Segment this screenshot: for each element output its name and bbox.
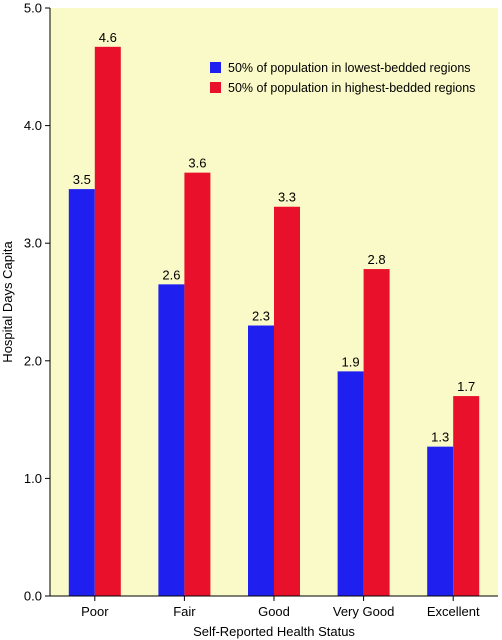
data-label: 2.8	[368, 252, 386, 267]
bar-highest-excellent	[453, 396, 480, 596]
bar-highest-poor	[94, 46, 121, 597]
x-tick-label: Very Good	[333, 604, 394, 619]
bar-lowest-good	[248, 325, 274, 596]
data-label: 2.3	[252, 309, 270, 324]
y-tick-label: 2.0	[24, 353, 42, 368]
x-tick-label: Excellent	[427, 604, 480, 619]
data-label: 1.3	[431, 430, 449, 445]
bar-highest-good	[274, 206, 300, 596]
y-tick-label: 1.0	[24, 471, 42, 486]
bar-highest-fair	[184, 172, 211, 596]
x-tick-label: Poor	[81, 604, 109, 619]
bar-lowest-poor	[68, 189, 95, 596]
data-label: 1.7	[457, 379, 475, 394]
x-tick-label: Good	[258, 604, 290, 619]
y-tick-label: 5.0	[24, 1, 42, 16]
data-label: 4.6	[99, 30, 117, 45]
x-axis-title: Self-Reported Health Status	[193, 624, 355, 639]
data-label: 1.9	[342, 354, 360, 369]
legend-swatch	[210, 62, 221, 73]
legend-label: 50% of population in lowest-bedded regio…	[228, 61, 471, 75]
bar-highest-very-good	[363, 269, 390, 596]
data-label: 3.6	[188, 156, 206, 171]
data-label: 2.6	[162, 267, 180, 282]
y-axis: 0.0 1.0 2.0 3.0 4.0 5.0	[24, 1, 51, 604]
bars-group	[68, 46, 480, 597]
y-axis-title: Hospital Days Capita	[0, 241, 15, 363]
y-tick-label: 4.0	[24, 118, 42, 133]
legend-swatch	[210, 82, 221, 93]
data-labels-group: 3.5 4.6 2.6 3.6 2.3 3.3 1.9 2.8 1.3 1.7	[73, 30, 475, 445]
y-tick-label: 0.0	[24, 589, 42, 604]
legend: 50% of population in lowest-bedded regio…	[210, 61, 475, 95]
bar-lowest-excellent	[427, 446, 454, 596]
bar-lowest-fair	[158, 284, 185, 596]
data-label: 3.5	[73, 172, 91, 187]
legend-label: 50% of population in highest-bedded regi…	[228, 81, 475, 95]
y-tick-label: 3.0	[24, 236, 42, 251]
data-label: 3.3	[278, 190, 296, 205]
x-axis: Poor Fair Good Very Good Excellent	[50, 595, 498, 619]
bar-lowest-very-good	[337, 371, 364, 596]
x-tick-label: Fair	[173, 604, 196, 619]
